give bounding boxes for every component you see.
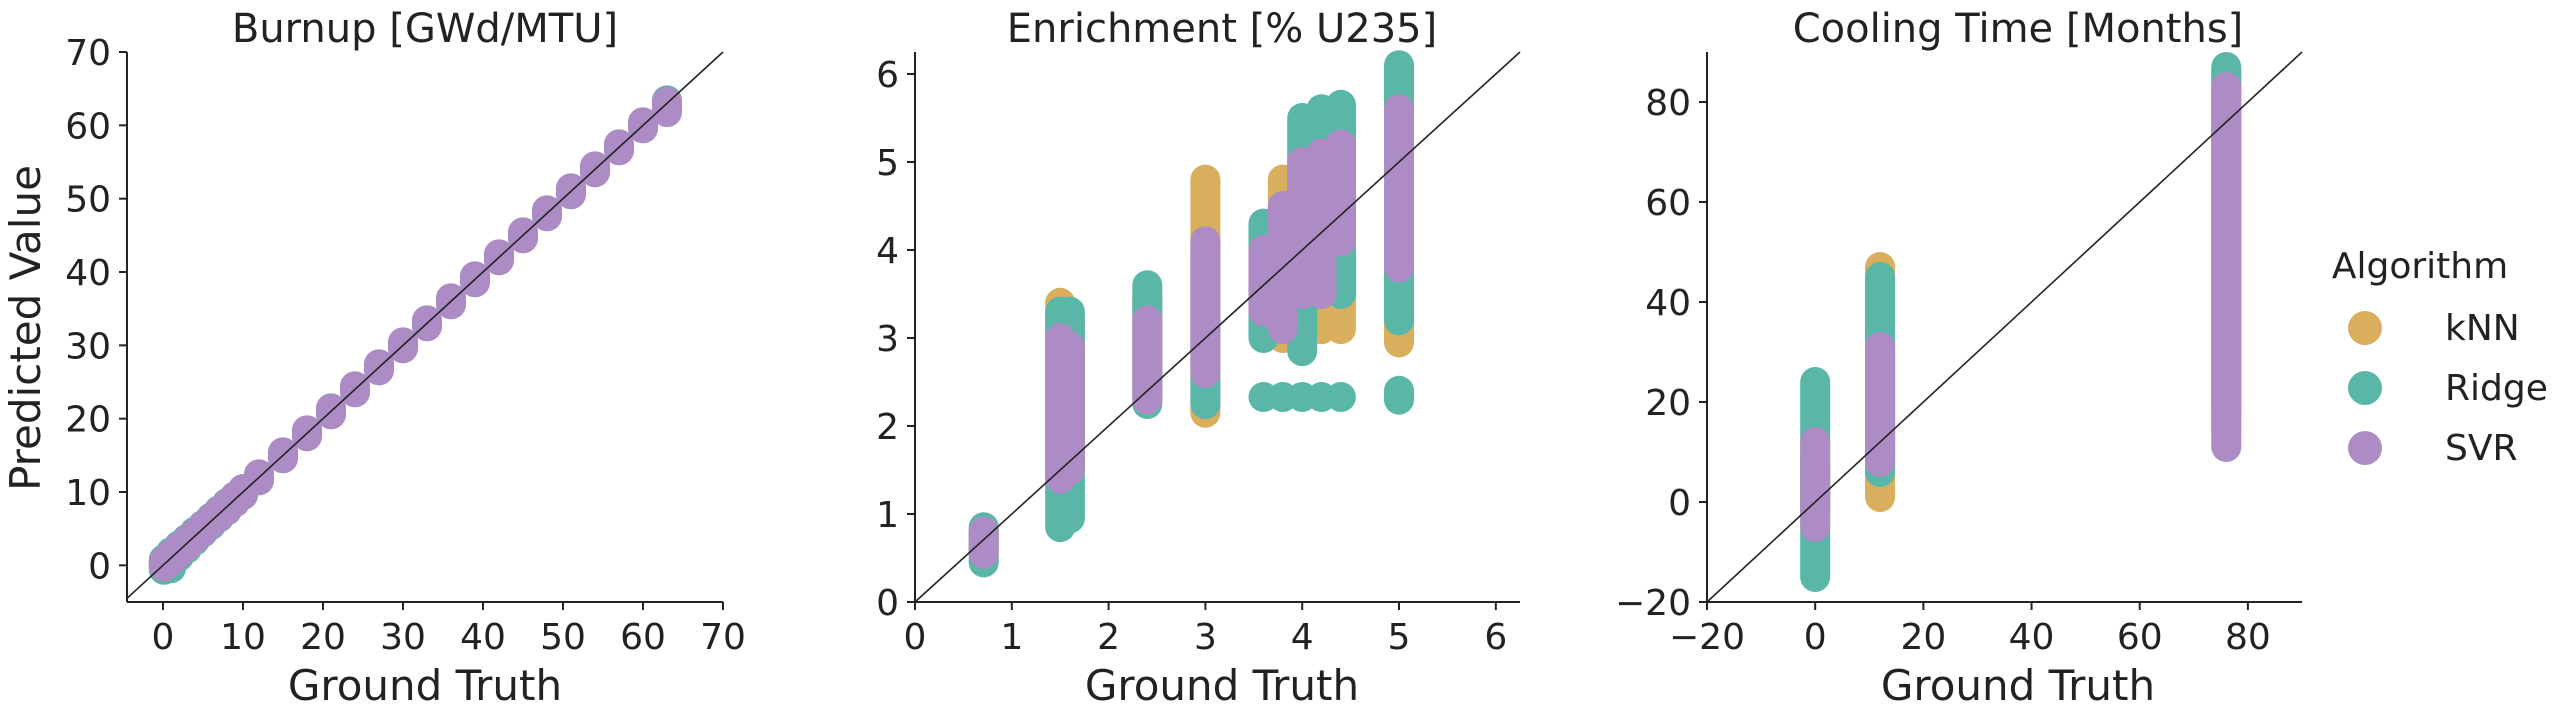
x-tick-label: 1	[1000, 617, 1023, 658]
y-tick-label: 40	[1645, 283, 1691, 324]
panel-title: Burnup [GWd/MTU]	[232, 6, 618, 52]
legend-marker-knn	[2348, 311, 2382, 345]
y-tick-label: 0	[876, 583, 899, 624]
panel-title: Cooling Time [Months]	[1793, 6, 2244, 52]
y-tick-label: 60	[65, 106, 111, 147]
y-tick-label: 50	[65, 180, 111, 221]
x-tick-label: −20	[1669, 617, 1745, 658]
y-tick-label: 0	[1668, 483, 1691, 524]
legend-marker-svr	[2348, 431, 2382, 465]
y-tick-label: 5	[876, 143, 899, 184]
x-tick-label: 60	[620, 617, 666, 658]
x-axis-label: Ground Truth	[1881, 661, 2155, 710]
y-tick-label: 80	[1645, 83, 1691, 124]
y-tick-label: 20	[1645, 383, 1691, 424]
y-tick-label: 6	[876, 55, 899, 96]
x-tick-label: 40	[460, 617, 506, 658]
x-tick-label: 4	[1291, 617, 1314, 658]
y-tick-label: 60	[1645, 183, 1691, 224]
x-tick-label: 60	[2117, 617, 2163, 658]
data-marks	[1800, 52, 2242, 592]
x-tick-label: 20	[300, 617, 346, 658]
x-tick-label: 70	[700, 617, 746, 658]
legend-marker-ridge	[2348, 371, 2382, 405]
y-tick-label: 10	[65, 473, 111, 514]
y-tick-label: −20	[1615, 583, 1691, 624]
y-tick-label: 40	[65, 253, 111, 294]
y-tick-label: 70	[65, 33, 111, 74]
x-axis-label: Ground Truth	[1085, 661, 1359, 710]
y-tick-label: 2	[876, 407, 899, 448]
identity-line	[1706, 51, 2303, 603]
x-tick-label: 3	[1194, 617, 1217, 658]
x-tick-label: 2	[1097, 617, 1120, 658]
data-marks	[968, 50, 1414, 578]
x-tick-label: 0	[1804, 617, 1827, 658]
y-tick-label: 1	[876, 495, 899, 536]
x-tick-label: 5	[1388, 617, 1411, 658]
y-tick-label: 20	[65, 400, 111, 441]
identity-line	[914, 51, 1521, 603]
y-tick-label: 0	[88, 546, 111, 587]
y-tick-label: 3	[876, 319, 899, 360]
y-axis-label: Predicted Value	[1, 165, 50, 491]
enrichment-panel: Enrichment [% U235] Ground Truth 0 1 2 3 4 5 6…	[876, 6, 1521, 710]
legend-label-ridge: Ridge	[2445, 368, 2548, 409]
y-tick-label: 4	[876, 231, 899, 272]
series-svr	[968, 94, 1414, 569]
legend: Algorithm kNN Ridge SVR	[2332, 246, 2548, 469]
x-axis-label: Ground Truth	[288, 661, 562, 710]
legend-label-svr: SVR	[2445, 428, 2518, 469]
x-tick-label: 40	[2009, 617, 2055, 658]
data-point	[1325, 381, 1356, 412]
burnup-panel: Burnup [GWd/MTU] Predicted Value Ground …	[1, 6, 746, 710]
panel-title: Enrichment [% U235]	[1007, 6, 1437, 52]
y-tick-label: 30	[65, 326, 111, 367]
legend-title: Algorithm	[2332, 246, 2508, 287]
x-tick-label: 0	[152, 617, 175, 658]
cooling-time-panel: Cooling Time [Months] Ground Truth −20 0 2…	[1615, 6, 2303, 710]
legend-label-knn: kNN	[2445, 308, 2520, 349]
x-tick-label: 6	[1484, 617, 1507, 658]
x-tick-label: 10	[220, 617, 266, 658]
identity-line	[126, 51, 724, 599]
x-tick-label: 20	[1900, 617, 1946, 658]
x-tick-label: 50	[540, 617, 586, 658]
x-tick-label: 0	[904, 617, 927, 658]
x-tick-label: 30	[380, 617, 426, 658]
x-tick-label: 80	[2225, 617, 2271, 658]
